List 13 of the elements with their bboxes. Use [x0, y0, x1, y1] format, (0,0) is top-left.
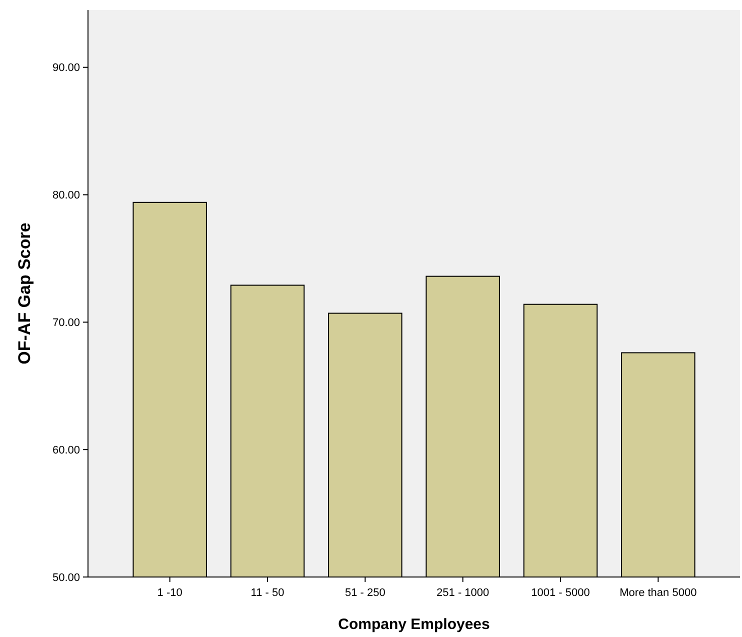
y-axis-title: OF-AF Gap Score	[15, 222, 34, 364]
y-tick-label: 80.00	[52, 190, 80, 202]
x-tick-label: More than 5000	[620, 587, 697, 599]
x-tick-label: 51 - 250	[344, 587, 386, 599]
y-tick-label: 60.00	[52, 444, 80, 456]
x-tick-label: 1001 - 5000	[531, 587, 590, 599]
x-axis-title: Company Employees	[338, 616, 490, 633]
y-tick-label: 70.00	[52, 317, 80, 330]
x-tick-label: 1 -10	[157, 587, 182, 599]
x-tick-label: 251 - 1000	[436, 587, 490, 599]
x-tick-label: 11 - 50	[250, 587, 284, 599]
y-tick-label: 90.00	[52, 62, 80, 74]
y-tick-label: 50.00	[52, 572, 80, 584]
